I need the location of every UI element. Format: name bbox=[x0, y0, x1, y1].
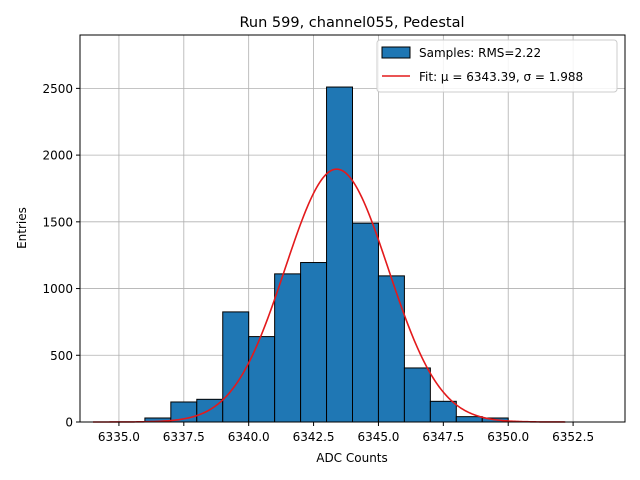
y-tick-label: 1500 bbox=[42, 215, 73, 229]
legend-box bbox=[376, 39, 618, 93]
y-tick-label: 500 bbox=[50, 349, 73, 363]
legend-label-samples: Samples: RMS=2.22 bbox=[419, 46, 541, 60]
histogram-bar bbox=[352, 222, 379, 423]
x-axis-label: ADC Counts bbox=[316, 451, 388, 465]
histogram-bar bbox=[403, 367, 431, 423]
y-tick-label: 1000 bbox=[42, 282, 73, 296]
legend: Samples: RMS=2.22 Fit: μ = 6343.39, σ = … bbox=[376, 39, 618, 93]
x-tick-label: 6337.5 bbox=[163, 430, 205, 444]
x-tick-label: 6335.0 bbox=[98, 430, 140, 444]
y-axis-label: Entries bbox=[15, 207, 29, 249]
histogram-bar bbox=[455, 416, 483, 423]
y-tick-label: 2500 bbox=[42, 82, 73, 96]
x-axis-ticks: 6335.0 6337.5 6340.0 6342.5 6345.0 6347.5 6350… bbox=[98, 422, 594, 444]
x-tick-label: 6350.0 bbox=[487, 430, 529, 444]
x-tick-label: 6347.5 bbox=[422, 430, 464, 444]
x-tick-label: 6342.5 bbox=[293, 430, 335, 444]
histogram-bar bbox=[326, 86, 353, 423]
y-tick-label: 0 bbox=[65, 416, 73, 430]
legend-swatch-samples bbox=[381, 46, 411, 59]
histogram-bar bbox=[248, 336, 276, 423]
x-tick-label: 6352.5 bbox=[552, 430, 594, 444]
chart-title: Run 599, channel055, Pedestal bbox=[239, 15, 464, 31]
histogram-bar bbox=[222, 311, 250, 423]
histogram-bar bbox=[377, 275, 405, 423]
x-tick-label: 6340.0 bbox=[228, 430, 270, 444]
histogram-bar bbox=[429, 400, 457, 423]
legend-label-fit: Fit: μ = 6343.39, σ = 1.988 bbox=[419, 70, 583, 84]
histogram-bar bbox=[300, 262, 328, 423]
y-axis-ticks: 0 500 1000 1500 2000 2500 bbox=[42, 82, 80, 430]
plot-frame bbox=[79, 34, 626, 423]
histogram-bars bbox=[144, 86, 509, 423]
histogram-bar bbox=[274, 273, 302, 423]
y-tick-label: 2000 bbox=[42, 149, 73, 163]
gaussian-fit-curve bbox=[92, 168, 566, 423]
x-tick-label: 6345.0 bbox=[357, 430, 399, 444]
